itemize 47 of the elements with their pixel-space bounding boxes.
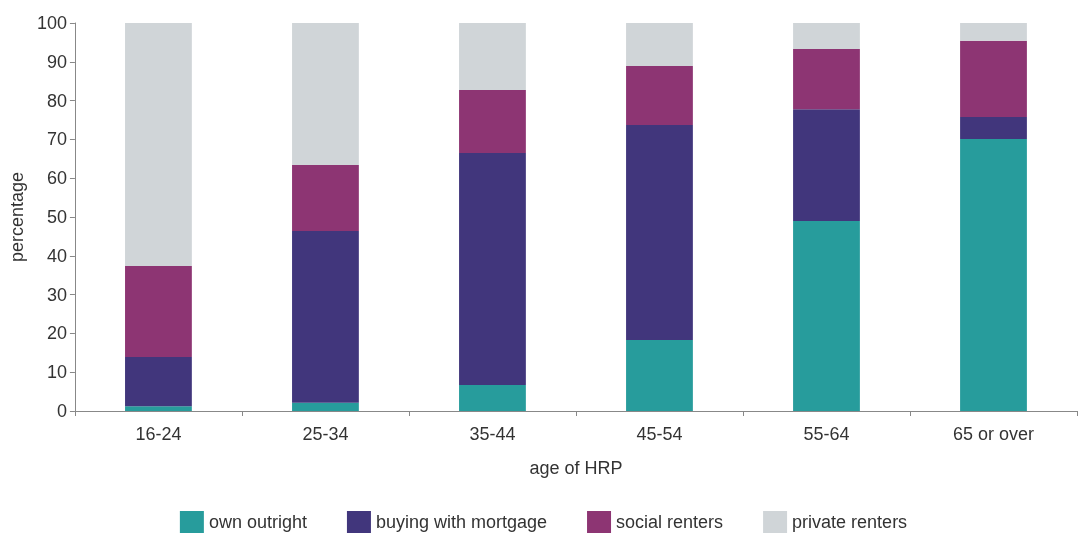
x-tick-label: 65 or over xyxy=(952,424,1035,444)
x-tick-label: 45-54 xyxy=(636,424,683,444)
bar xyxy=(793,49,860,110)
bar xyxy=(292,230,359,403)
bar xyxy=(960,40,1027,117)
y-tick-label: 10 xyxy=(46,362,67,383)
bar xyxy=(626,125,693,340)
y-tick-label: 80 xyxy=(46,90,67,111)
bar xyxy=(292,402,359,411)
y-tick-label: 40 xyxy=(46,245,67,266)
y-tick-label: 20 xyxy=(46,323,67,344)
bar xyxy=(292,23,359,166)
bar xyxy=(626,340,693,411)
legend-label: private renters xyxy=(792,512,908,532)
legend-label: social renters xyxy=(616,512,724,532)
bar xyxy=(125,357,192,407)
bar xyxy=(793,109,860,221)
bar xyxy=(292,165,359,231)
bar xyxy=(459,23,526,91)
bar xyxy=(626,66,693,126)
bar xyxy=(125,23,192,266)
y-tick-label: 70 xyxy=(46,129,67,150)
legend-label: own outright xyxy=(208,512,307,532)
x-tick-label: 55-64 xyxy=(803,424,850,444)
bar xyxy=(793,220,860,411)
bar xyxy=(125,406,192,411)
y-tick-label: 90 xyxy=(46,51,67,72)
bar xyxy=(960,139,1027,411)
bar xyxy=(459,90,526,153)
bar xyxy=(459,385,526,411)
bar xyxy=(626,23,693,67)
y-tick-label: 30 xyxy=(46,284,67,305)
legend-label: buying with mortgage xyxy=(375,512,548,532)
x-tick-label: 35-44 xyxy=(469,424,516,444)
bar xyxy=(960,116,1027,140)
y-tick-label: 100 xyxy=(36,13,67,33)
bar xyxy=(125,265,192,358)
y-axis-title: percentage xyxy=(7,171,27,263)
x-axis-title: age of HRP xyxy=(529,458,623,478)
bar xyxy=(960,23,1027,41)
x-tick-label: 25-34 xyxy=(302,424,349,444)
y-tick-label: 0 xyxy=(56,401,67,421)
y-tick-label: 60 xyxy=(46,168,67,189)
bar xyxy=(793,23,860,49)
bar xyxy=(459,152,526,385)
y-tick-label: 50 xyxy=(46,207,67,227)
x-tick-label: 16-24 xyxy=(135,424,182,444)
